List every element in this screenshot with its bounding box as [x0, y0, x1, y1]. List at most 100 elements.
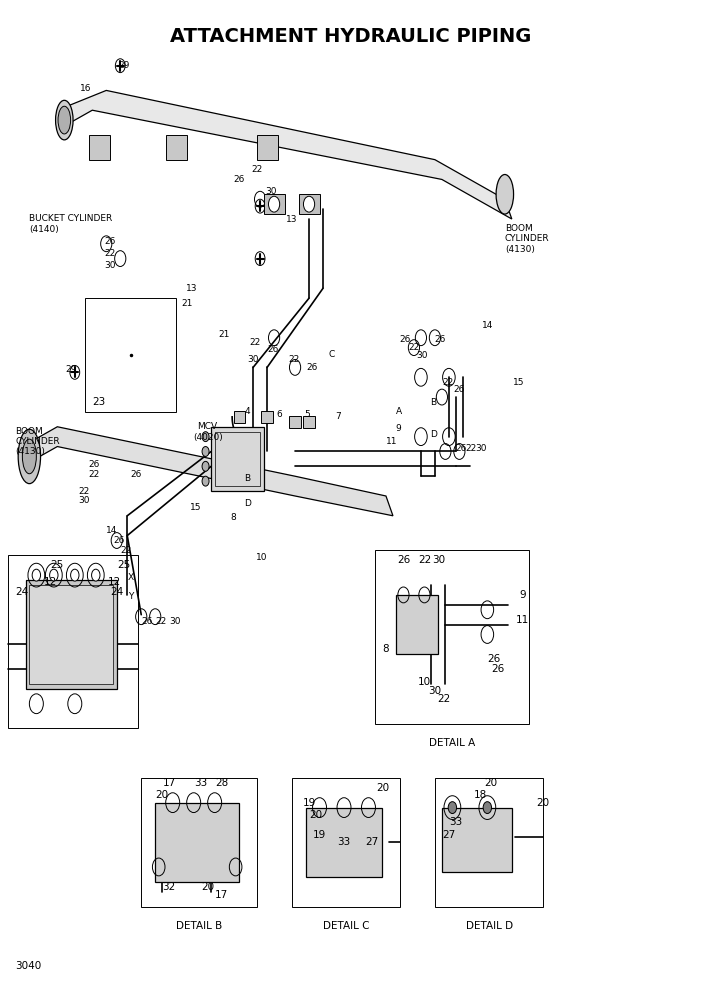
- Bar: [298, 194, 319, 214]
- Ellipse shape: [55, 100, 73, 140]
- Text: 15: 15: [190, 503, 201, 513]
- Text: 30: 30: [78, 496, 90, 506]
- Text: 12: 12: [44, 577, 57, 587]
- Text: 30: 30: [265, 186, 277, 195]
- Text: 11: 11: [386, 437, 397, 446]
- Text: D: D: [244, 499, 251, 509]
- Text: 32: 32: [163, 882, 176, 892]
- Text: 33: 33: [194, 778, 207, 788]
- Text: 20: 20: [484, 778, 498, 788]
- Circle shape: [268, 196, 279, 212]
- Text: 26: 26: [113, 536, 124, 545]
- Circle shape: [202, 446, 209, 456]
- Bar: [305, 807, 383, 877]
- Text: 19: 19: [303, 798, 316, 807]
- Text: 26: 26: [491, 664, 505, 675]
- Ellipse shape: [18, 430, 41, 484]
- Text: D: D: [430, 431, 437, 439]
- Bar: [289, 416, 300, 428]
- Circle shape: [303, 196, 314, 212]
- Text: 20: 20: [156, 790, 168, 800]
- Text: 30: 30: [104, 261, 116, 270]
- Bar: [442, 807, 512, 872]
- Text: 22: 22: [250, 338, 261, 347]
- Polygon shape: [22, 427, 393, 516]
- Text: BOOM
CYLINDER
(4130): BOOM CYLINDER (4130): [505, 224, 550, 254]
- Text: 26: 26: [435, 335, 446, 344]
- Bar: [234, 411, 245, 423]
- Bar: [8, 556, 138, 728]
- Text: 4: 4: [245, 408, 251, 417]
- Text: 22: 22: [437, 693, 451, 703]
- Ellipse shape: [22, 439, 37, 474]
- Text: 23: 23: [93, 397, 106, 407]
- Text: 10: 10: [418, 677, 431, 687]
- Bar: [141, 778, 257, 907]
- Text: 24: 24: [15, 587, 29, 597]
- Bar: [397, 595, 439, 655]
- Text: 26: 26: [397, 556, 410, 565]
- Text: 26: 26: [456, 444, 467, 453]
- Text: 22: 22: [155, 617, 166, 626]
- Text: 22: 22: [251, 165, 263, 174]
- Bar: [88, 135, 110, 160]
- Text: 13: 13: [286, 214, 298, 223]
- Circle shape: [202, 476, 209, 486]
- Text: 19: 19: [313, 830, 326, 840]
- Text: 10: 10: [256, 553, 267, 561]
- Circle shape: [202, 461, 209, 471]
- Text: 26: 26: [234, 175, 245, 184]
- Text: 30: 30: [416, 351, 428, 360]
- Text: 30: 30: [475, 444, 486, 453]
- Text: 18: 18: [474, 790, 487, 800]
- Circle shape: [448, 802, 456, 813]
- Text: 22: 22: [104, 249, 115, 258]
- Bar: [26, 580, 117, 688]
- Text: 26: 26: [88, 460, 100, 469]
- Ellipse shape: [58, 106, 71, 134]
- Text: 14: 14: [482, 321, 493, 330]
- Text: C: C: [329, 350, 335, 359]
- Text: 20: 20: [310, 809, 323, 819]
- Polygon shape: [58, 90, 512, 219]
- Text: 16: 16: [79, 84, 91, 93]
- Text: BOOM
CYLINDER
(4130): BOOM CYLINDER (4130): [15, 427, 60, 456]
- Bar: [257, 135, 277, 160]
- Circle shape: [483, 802, 491, 813]
- Bar: [303, 416, 314, 428]
- Text: 20: 20: [376, 783, 389, 793]
- Text: 26: 26: [307, 363, 318, 372]
- Text: 17: 17: [163, 778, 176, 788]
- Bar: [155, 803, 239, 882]
- Text: 8: 8: [383, 645, 390, 655]
- Text: 12: 12: [108, 577, 121, 587]
- Bar: [291, 778, 400, 907]
- Text: 22: 22: [288, 355, 299, 364]
- Text: 14: 14: [106, 526, 117, 535]
- Text: 21: 21: [181, 299, 192, 308]
- Text: 9: 9: [396, 425, 402, 434]
- Circle shape: [71, 569, 79, 581]
- Text: 26: 26: [453, 385, 465, 394]
- Bar: [215, 432, 260, 486]
- Text: 26: 26: [267, 345, 279, 354]
- Text: 33: 33: [338, 837, 350, 847]
- Text: ATTACHMENT HYDRAULIC PIPING: ATTACHMENT HYDRAULIC PIPING: [171, 27, 531, 46]
- Text: 30: 30: [169, 617, 180, 626]
- Text: 26: 26: [141, 617, 152, 626]
- Bar: [262, 411, 272, 423]
- Text: B: B: [244, 474, 251, 483]
- Text: 6: 6: [277, 411, 282, 420]
- Text: 29: 29: [65, 365, 77, 374]
- Text: 30: 30: [247, 355, 259, 364]
- Text: DETAIL B: DETAIL B: [176, 922, 222, 931]
- Text: 25: 25: [117, 560, 131, 570]
- Text: 29: 29: [118, 62, 129, 70]
- Bar: [166, 135, 187, 160]
- Text: BUCKET CYLINDER
(4140): BUCKET CYLINDER (4140): [29, 214, 112, 234]
- Text: 22: 22: [465, 444, 477, 453]
- Text: A: A: [395, 408, 402, 417]
- Circle shape: [50, 569, 58, 581]
- Text: 27: 27: [365, 837, 378, 847]
- Text: 22: 22: [442, 378, 453, 387]
